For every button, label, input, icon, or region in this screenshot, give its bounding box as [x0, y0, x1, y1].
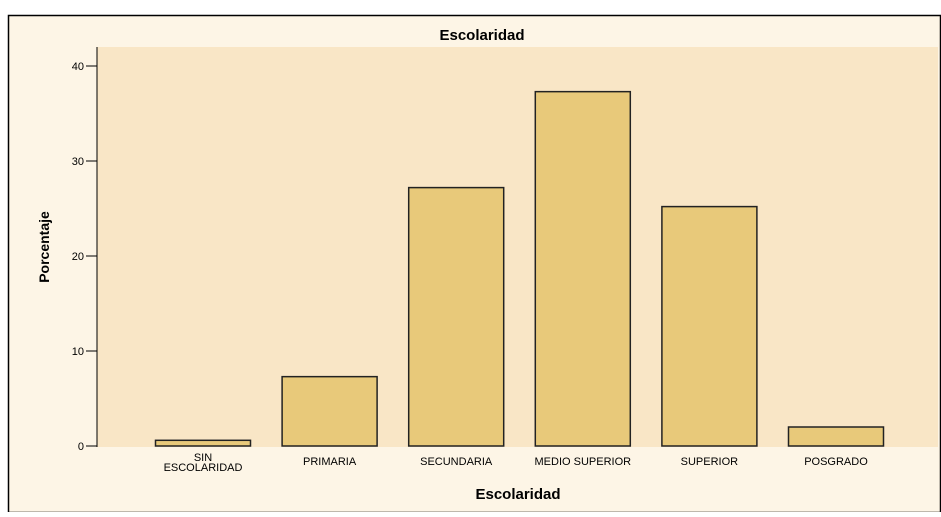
- y-tick-label: 30: [72, 156, 84, 168]
- label-line: SIN: [194, 452, 212, 464]
- x-tick-label: PRIMARIA: [303, 456, 357, 468]
- x-tick-label: SECUNDARIA: [420, 456, 493, 468]
- y-tick-label: 0: [78, 441, 84, 453]
- y-tick-label: 20: [72, 251, 84, 263]
- bar: [661, 205, 758, 447]
- y-tick-label: 40: [72, 61, 84, 73]
- x-axis-label: Escolaridad: [475, 486, 560, 503]
- y-axis-label: Porcentaje: [36, 211, 52, 283]
- y-tick-label: 10: [72, 346, 84, 358]
- bar: [407, 186, 505, 447]
- x-tick-label: MEDIO SUPERIOR: [535, 456, 632, 468]
- x-tick-label: POSGRADO: [804, 456, 868, 468]
- bar: [281, 375, 378, 447]
- plot-area: [97, 47, 938, 447]
- x-tick-label: SUPERIOR: [681, 456, 739, 468]
- x-tick-label: SIN ESCOLARIDAD: [164, 452, 243, 474]
- chart-title: Escolaridad: [439, 27, 524, 44]
- bar: [154, 439, 252, 447]
- bar: [534, 90, 632, 447]
- bar: [787, 426, 885, 447]
- label-line: ESCOLARIDAD: [164, 462, 243, 474]
